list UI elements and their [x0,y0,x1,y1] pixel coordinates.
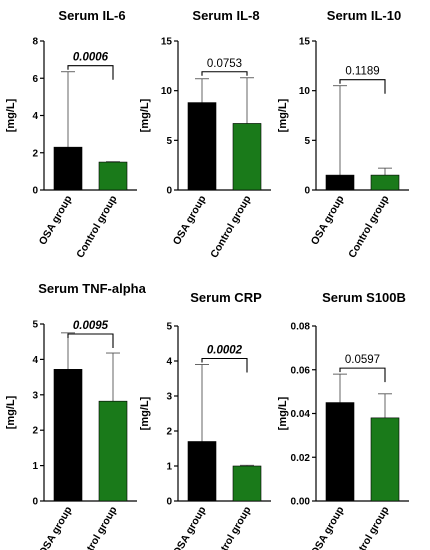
significance-bracket [201,357,248,373]
chart-panel-1: Serum IL-6 [mg/L] 0 2 4 6 8 OSA group Control gr… [5,8,137,260]
bar-control [98,161,128,191]
bar-control [370,174,400,191]
y-tick-label: 0.06 [291,365,311,376]
y-tick-label: 5 [166,136,172,147]
y-tick-label: 0.04 [291,409,311,420]
y-tick-label: 15 [161,37,173,48]
y-tick-label: 0 [304,186,310,197]
y-axis-label: [mg/L] [5,395,17,429]
bar-osa [325,402,355,502]
y-tick-label: 1 [32,461,38,472]
y-tick-label: 4 [32,355,38,366]
bar-control [232,465,262,502]
bar-osa [325,174,355,191]
bar-osa [187,102,217,191]
p-value-label: 0.1189 [345,66,379,78]
y-tick-label: 3 [32,390,38,401]
bar-osa [187,441,217,502]
y-tick-label: 15 [299,37,311,48]
chart-title: Serum IL-8 [192,8,259,23]
y-tick-label: 2 [166,427,172,438]
bar-control [370,417,400,502]
y-tick-label: 0 [32,186,38,197]
y-tick-label: 10 [161,86,173,97]
y-tick-label: 8 [32,37,38,48]
p-value-label: 0.0006 [73,52,109,64]
y-tick-label: 1 [166,462,172,473]
y-tick-label: 5 [166,322,172,333]
y-tick-label: 0 [166,186,172,197]
chart-panel-2: Serum IL-8 [mg/L] 0 5 10 15 OSA group Control g… [139,8,271,260]
y-axis-label: [mg/L] [139,396,151,430]
x-category-label: OSA group [37,194,75,248]
x-category-label: Control group [346,194,391,261]
y-tick-label: 0 [166,497,172,508]
y-axis-label: [mg/L] [139,98,151,132]
x-category-label: OSA group [309,194,347,248]
x-category-label: OSA group [171,505,209,550]
bar-control [232,123,262,191]
p-value-label: 0.0753 [207,58,242,70]
p-value-label: 0.0095 [73,320,109,332]
x-category-label: OSA group [171,194,209,248]
x-category-label: OSA group [309,505,347,550]
significance-bracket [339,367,386,383]
chart-title: Serum TNF-alpha [38,281,146,296]
y-tick-label: 0.00 [291,497,311,508]
x-category-label: Control group [74,505,119,550]
chart-title: Serum IL-10 [327,8,401,23]
chart-panel-6: Serum S100B [mg/L] 0.00 0.02 0.04 0.06 0.08 OSA… [277,290,409,550]
y-tick-label: 0.08 [291,322,311,333]
x-category-label: Control group [208,194,253,261]
significance-bracket [339,79,386,94]
x-category-label: OSA group [37,505,75,550]
y-tick-label: 2 [32,148,38,159]
significance-bracket [67,65,114,80]
y-tick-label: 4 [32,111,38,122]
y-axis-label: [mg/L] [277,396,289,430]
chart-panel-5: Serum CRP [mg/L] 0 1 2 3 4 5 OSA group Control gr… [139,290,271,550]
y-tick-label: 3 [166,392,172,403]
x-category-label: Control group [346,505,391,550]
significance-bracket [67,333,114,348]
chart-panel-4: Serum TNF-alpha [mg/L] 0 1 2 3 4 5 OSA group Cont… [5,281,147,550]
y-tick-label: 5 [304,136,310,147]
x-category-label: Control group [208,505,253,550]
bar-control [98,400,128,502]
y-tick-label: 5 [32,320,38,331]
y-tick-label: 0 [32,497,38,508]
y-axis-label: [mg/L] [277,98,289,132]
chart-title: Serum S100B [322,290,406,305]
y-axis-label: [mg/L] [5,98,17,132]
p-value-label: 0.0597 [345,354,380,366]
y-tick-label: 10 [299,86,311,97]
y-tick-label: 6 [32,74,38,85]
chart-panel-3: Serum IL-10 [mg/L] 0 5 10 15 OSA group Control … [277,8,409,260]
x-category-label: Control group [74,194,119,261]
significance-bracket [201,71,248,76]
p-value-label: 0.0002 [207,345,243,357]
y-tick-label: 2 [32,426,38,437]
bar-osa [53,146,83,191]
y-tick-label: 4 [166,357,172,368]
chart-title: Serum CRP [190,290,262,305]
bar-osa [53,369,83,502]
y-tick-label: 0.02 [291,453,311,464]
chart-title: Serum IL-6 [58,8,125,23]
